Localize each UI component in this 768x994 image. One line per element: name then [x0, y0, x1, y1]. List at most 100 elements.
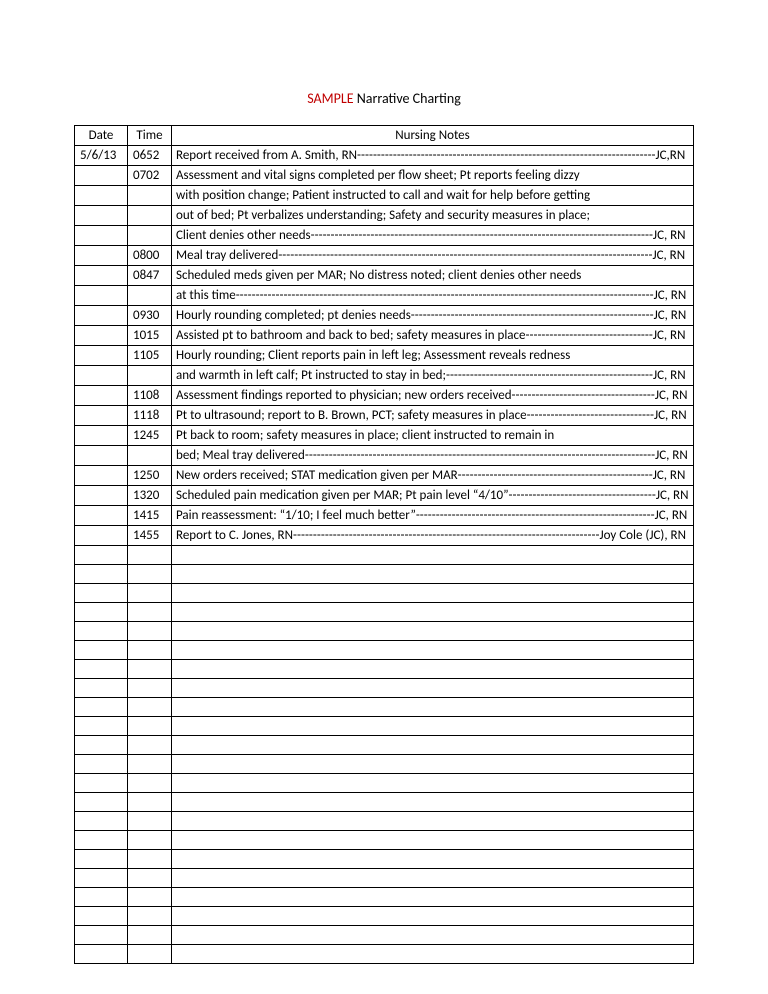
date-cell	[75, 869, 128, 888]
table-row: bed; Meal tray delivered----------------…	[75, 446, 694, 466]
time-cell: 1245	[128, 426, 172, 446]
date-cell	[75, 426, 128, 446]
table-row: at this time----------------------------…	[75, 286, 694, 306]
signature-text: JC, RN	[654, 288, 687, 303]
time-cell	[128, 641, 172, 660]
time-cell	[128, 755, 172, 774]
date-cell	[75, 679, 128, 698]
time-cell: 0930	[128, 306, 172, 326]
date-cell	[75, 603, 128, 622]
charting-table: Date Time Nursing Notes 5/6/130652Report…	[74, 125, 694, 964]
notes-cell: out of bed; Pt verbalizes understanding;…	[172, 206, 694, 226]
signature-text: JC, RN	[655, 508, 688, 523]
dash-fill: ----------------------------------------…	[278, 248, 652, 263]
date-cell	[75, 698, 128, 717]
table-row	[75, 565, 694, 584]
date-cell	[75, 286, 128, 306]
dash-fill: --------------------------------	[526, 328, 653, 343]
time-cell	[128, 812, 172, 831]
notes-cell	[172, 907, 694, 926]
note-text: bed; Meal tray delivered	[176, 448, 305, 463]
notes-cell: Report received from A. Smith, RN-------…	[172, 146, 694, 166]
signature-text: JC, RN	[655, 388, 688, 403]
notes-cell: Scheduled meds given per MAR; No distres…	[172, 266, 694, 286]
table-row: and warmth in left calf; Pt instructed t…	[75, 366, 694, 386]
note-text: out of bed; Pt verbalizes understanding;…	[176, 208, 590, 223]
time-cell	[128, 774, 172, 793]
table-row	[75, 622, 694, 641]
date-cell	[75, 386, 128, 406]
date-cell	[75, 736, 128, 755]
signature-text: JC, RN	[653, 368, 686, 383]
time-cell	[128, 888, 172, 907]
table-row	[75, 774, 694, 793]
table-row	[75, 584, 694, 603]
date-cell	[75, 774, 128, 793]
table-row: 1108Assessment findings reported to phys…	[75, 386, 694, 406]
table-row	[75, 736, 694, 755]
notes-cell	[172, 774, 694, 793]
date-cell	[75, 306, 128, 326]
time-cell	[128, 546, 172, 565]
time-cell: 1108	[128, 386, 172, 406]
time-cell: 0702	[128, 166, 172, 186]
time-cell	[128, 831, 172, 850]
signature-text: Joy Cole (JC), RN	[599, 528, 686, 543]
table-row	[75, 907, 694, 926]
date-cell	[75, 526, 128, 546]
date-cell	[75, 641, 128, 660]
table-row	[75, 869, 694, 888]
notes-cell: Meal tray delivered---------------------…	[172, 246, 694, 266]
title-rest: Narrative Charting	[354, 90, 461, 107]
date-cell	[75, 506, 128, 526]
note-text: Hourly rounding; Client reports pain in …	[176, 348, 570, 363]
notes-cell: Pt back to room; safety measures in plac…	[172, 426, 694, 446]
table-row: 0847Scheduled meds given per MAR; No dis…	[75, 266, 694, 286]
table-row: 1105Hourly rounding; Client reports pain…	[75, 346, 694, 366]
table-row	[75, 603, 694, 622]
notes-cell	[172, 926, 694, 945]
date-cell	[75, 888, 128, 907]
time-cell: 1455	[128, 526, 172, 546]
notes-cell	[172, 831, 694, 850]
table-row	[75, 831, 694, 850]
dash-fill: ----------------------------------------…	[411, 308, 654, 323]
date-cell	[75, 945, 128, 964]
note-text: New orders received; STAT medication giv…	[176, 468, 458, 483]
table-header-row: Date Time Nursing Notes	[75, 126, 694, 146]
note-text: Pt back to room; safety measures in plac…	[176, 428, 554, 443]
notes-cell	[172, 641, 694, 660]
notes-cell: Pt to ultrasound; report to B. Brown, PC…	[172, 406, 694, 426]
note-text: Scheduled meds given per MAR; No distres…	[176, 268, 581, 283]
signature-text: JC, RN	[654, 308, 687, 323]
time-cell	[128, 603, 172, 622]
note-text: Report received from A. Smith, RN	[176, 148, 357, 163]
signature-text: JC,RN	[656, 148, 686, 163]
notes-cell	[172, 717, 694, 736]
time-cell	[128, 698, 172, 717]
note-text: Pt to ultrasound; report to B. Brown, PC…	[176, 408, 527, 423]
notes-cell: Hourly rounding completed; pt denies nee…	[172, 306, 694, 326]
notes-cell: Assessment findings reported to physicia…	[172, 386, 694, 406]
time-cell: 1015	[128, 326, 172, 346]
notes-cell: Scheduled pain medication given per MAR;…	[172, 486, 694, 506]
dash-fill: ----------------------------------------…	[446, 368, 653, 383]
time-cell	[128, 907, 172, 926]
time-cell	[128, 565, 172, 584]
notes-cell	[172, 698, 694, 717]
table-row: Client denies other needs---------------…	[75, 226, 694, 246]
notes-cell: New orders received; STAT medication giv…	[172, 466, 694, 486]
notes-cell	[172, 793, 694, 812]
table-row: 1455Report to C. Jones, RN--------------…	[75, 526, 694, 546]
date-cell	[75, 831, 128, 850]
date-cell	[75, 406, 128, 426]
date-cell	[75, 660, 128, 679]
signature-text: JC, RN	[653, 468, 686, 483]
note-text: Client denies other needs	[176, 228, 311, 243]
table-row: 1415Pain reassessment: “1/10; I feel muc…	[75, 506, 694, 526]
table-row: 1118Pt to ultrasound; report to B. Brown…	[75, 406, 694, 426]
date-cell	[75, 446, 128, 466]
date-cell	[75, 486, 128, 506]
note-text: at this time	[176, 288, 236, 303]
note-text: Assisted pt to bathroom and back to bed;…	[176, 328, 526, 343]
